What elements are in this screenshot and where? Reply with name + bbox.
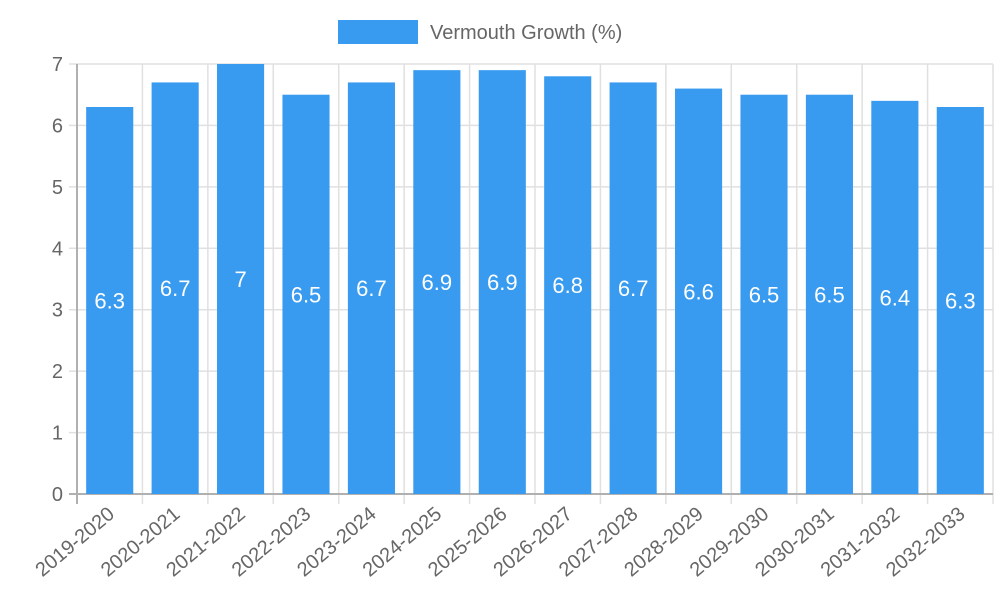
bar[interactable] (871, 100, 919, 494)
x-axis-tick-labels: 2019-20202020-20212021-20222022-20232023… (32, 503, 970, 581)
y-tick-label: 7 (52, 54, 63, 76)
bar[interactable] (675, 88, 723, 495)
legend[interactable]: Vermouth Growth (%) (338, 20, 622, 44)
y-tick-label: 0 (52, 484, 63, 506)
y-tick-label: 1 (52, 423, 63, 445)
bar[interactable] (86, 107, 134, 494)
bar[interactable] (544, 76, 592, 495)
bar-value-label: 6.5 (749, 282, 780, 307)
bar[interactable] (609, 82, 657, 494)
bars: 6.3 6.7 7 6.5 6.7 6.9 6.9 6.8 6.7 6.6 6.5 6.5 6.4 6.3 (86, 64, 984, 495)
bar-value-label: 6.3 (945, 289, 976, 314)
bar-value-label: 6.7 (618, 276, 649, 301)
bar-value-label: 6.3 (94, 289, 125, 314)
bar[interactable] (413, 70, 461, 495)
y-axis-tick-labels: 0 1 2 3 4 5 6 7 (52, 54, 63, 506)
bar-value-label: 6.5 (291, 282, 322, 307)
bar-value-label: 6.4 (880, 285, 911, 310)
bar[interactable] (151, 82, 199, 494)
bar-value-label: 6.9 (487, 270, 518, 295)
bar[interactable] (282, 94, 330, 494)
y-tick-label: 5 (52, 177, 63, 199)
y-tick-label: 3 (52, 300, 63, 322)
bar-value-label: 6.6 (683, 279, 714, 304)
y-tick-label: 6 (52, 115, 63, 137)
grid-lines (69, 63, 994, 504)
bar-value-label: 6.7 (356, 276, 387, 301)
bar-value-label: 6.9 (422, 270, 453, 295)
y-tick-label: 2 (52, 361, 63, 383)
y-tick-label: 4 (52, 238, 63, 260)
bar[interactable] (217, 64, 265, 494)
bar[interactable] (805, 94, 853, 494)
legend-label: Vermouth Growth (%) (430, 22, 622, 44)
bar[interactable] (740, 94, 788, 494)
bar-value-label: 6.8 (552, 273, 583, 298)
bar-value-label: 6.7 (160, 276, 191, 301)
legend-swatch (338, 20, 418, 44)
bar[interactable] (936, 107, 984, 494)
bar[interactable] (478, 70, 526, 495)
bar-value-label: 6.5 (814, 282, 845, 307)
bar-value-label: 7 (234, 267, 246, 292)
bar[interactable] (347, 82, 395, 494)
